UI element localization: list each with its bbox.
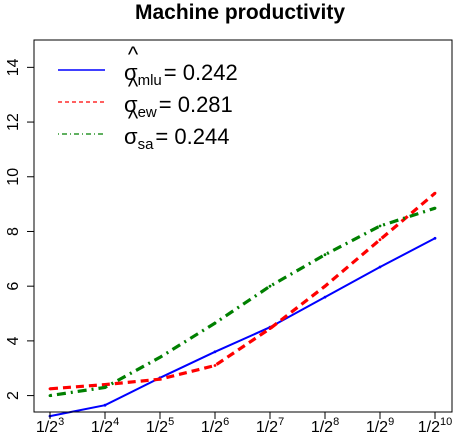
data-point-mlu-6	[378, 265, 382, 269]
data-point-ew-7	[433, 191, 437, 195]
series-layer	[48, 191, 437, 418]
x-tick-label: 1/28	[311, 416, 339, 436]
legend: ^σmlu= 0.242^σew= 0.281^σsa= 0.244	[58, 42, 238, 153]
data-point-ew-0	[48, 387, 52, 391]
x-tick-label: 1/27	[256, 416, 284, 436]
data-point-sa-0	[48, 394, 52, 397]
y-axis: 2 4 6 8 10 12 14	[5, 58, 35, 400]
series-line-sa	[49, 206, 436, 398]
legend-hat-icon: ^	[128, 42, 139, 67]
data-point-ew-5	[323, 284, 327, 288]
x-tick-label: 1/25	[146, 416, 174, 436]
data-point-sa-7	[433, 206, 437, 210]
data-point-ew-3	[213, 364, 217, 367]
data-point-mlu-1	[103, 403, 107, 407]
y-tick-label: 6	[5, 282, 22, 291]
data-point-mlu-7	[433, 236, 437, 240]
x-tick-label: 1/26	[201, 416, 229, 436]
series-line-mlu	[49, 237, 436, 418]
data-point-sa-5	[323, 253, 327, 257]
data-point-sa-2	[158, 355, 162, 359]
y-tick-label: 14	[5, 58, 22, 76]
data-point-ew-6	[378, 238, 382, 242]
plot-frame	[33, 39, 453, 413]
legend-hat-icon: ^	[128, 106, 139, 131]
data-point-ew-4	[268, 327, 272, 330]
x-tick-label: 1/29	[366, 416, 394, 436]
x-tick-label: 1/210	[418, 416, 453, 436]
y-tick-label: 10	[5, 168, 22, 186]
series-line-ew	[49, 191, 437, 391]
x-tick-label: 1/23	[36, 416, 64, 436]
data-point-sa-3	[213, 321, 217, 325]
legend-label-sa: σsa= 0.244	[124, 124, 229, 153]
y-tick-label: 12	[5, 113, 22, 131]
legend-label-ew: σew= 0.281	[124, 92, 233, 121]
legend-hat-icon: ^	[128, 74, 139, 99]
data-point-sa-6	[378, 224, 382, 228]
data-point-sa-4	[268, 284, 272, 288]
x-axis: 1/23 1/24 1/25 1/26 1/27 1/28 1/29 1/210	[36, 411, 453, 436]
data-point-ew-2	[158, 377, 162, 381]
legend-label-mlu: σmlu= 0.242	[124, 60, 238, 89]
data-point-mlu-5	[323, 295, 327, 299]
y-tick-label: 8	[5, 227, 22, 236]
data-point-sa-1	[103, 386, 107, 389]
data-point-mlu-3	[213, 350, 217, 354]
y-tick-label: 2	[5, 391, 22, 400]
chart-title: Machine productivity	[135, 1, 345, 24]
y-tick-label: 4	[5, 336, 22, 345]
x-tick-label: 1/24	[91, 416, 119, 436]
